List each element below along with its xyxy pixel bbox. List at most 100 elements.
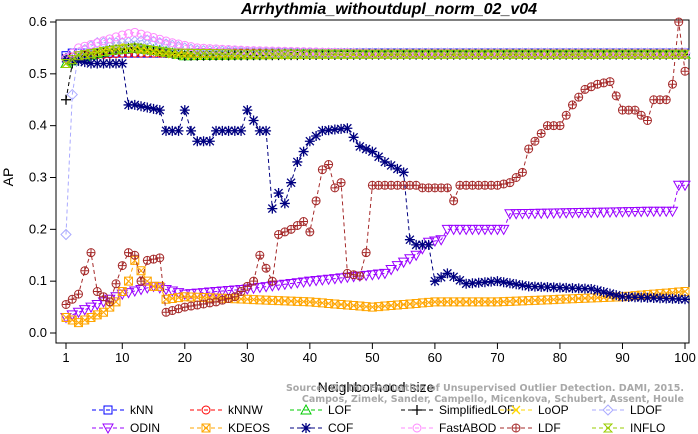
point-ldf-29 bbox=[236, 287, 246, 297]
point-ldf-28 bbox=[230, 292, 239, 301]
point-cof-36 bbox=[279, 198, 290, 209]
point-cof-45 bbox=[336, 123, 347, 134]
legend-marker-loop bbox=[511, 405, 521, 415]
point-odin-89 bbox=[610, 207, 623, 218]
point-ldf-85 bbox=[586, 82, 596, 92]
point-inflo-23 bbox=[198, 49, 209, 59]
point-cof-6 bbox=[92, 58, 103, 69]
watermark-line-2: Campos, Zimek, Sander, Campello, Micenko… bbox=[302, 394, 684, 405]
point-fastabod-64 bbox=[455, 48, 465, 58]
point-ldf-49 bbox=[361, 248, 371, 258]
legend-marker-ldf bbox=[512, 424, 520, 432]
point-ldf-42 bbox=[317, 165, 327, 175]
legend-marker-knnw bbox=[201, 405, 211, 415]
point-cof-86 bbox=[592, 285, 603, 296]
point-ldf-39 bbox=[299, 217, 308, 226]
point-inflo-50 bbox=[367, 49, 378, 59]
point-fastabod-8 bbox=[105, 34, 115, 44]
point-odin-63 bbox=[447, 224, 460, 236]
point-odin-37 bbox=[285, 278, 297, 290]
point-cof-57 bbox=[411, 239, 422, 250]
point-ldf-100 bbox=[681, 67, 689, 76]
point-fastabod-34 bbox=[267, 46, 277, 56]
point-ldf-76 bbox=[530, 137, 539, 146]
point-odin-74 bbox=[516, 209, 529, 220]
point-ldf-98 bbox=[668, 80, 677, 89]
legend-label-loop: LoOP bbox=[538, 403, 569, 417]
point-inflo-17 bbox=[160, 47, 172, 57]
point-inflo-65 bbox=[460, 49, 472, 59]
point-odin-50 bbox=[366, 270, 379, 281]
point-fastabod-99 bbox=[674, 48, 684, 58]
point-ldf-89 bbox=[612, 91, 621, 100]
point-odin-4 bbox=[78, 305, 91, 316]
point-cof-3 bbox=[73, 55, 84, 66]
point-ldf-22 bbox=[192, 300, 202, 310]
point-inflo-89 bbox=[611, 49, 622, 59]
x-tick-label-20: 20 bbox=[178, 350, 192, 365]
point-fastabod-16 bbox=[155, 34, 165, 44]
x-tick-label-30: 30 bbox=[240, 350, 254, 365]
point-inflo-87 bbox=[598, 49, 609, 59]
point-ldf-8 bbox=[105, 297, 114, 306]
legend-marker-ldf bbox=[511, 423, 521, 433]
point-ldf-11 bbox=[124, 248, 134, 258]
y-tick-label-0.5: 0.5 bbox=[29, 66, 47, 81]
point-fastabod-48 bbox=[355, 48, 365, 58]
point-cof-24 bbox=[204, 136, 215, 147]
point-cof-8 bbox=[104, 58, 115, 69]
point-inflo-49 bbox=[360, 49, 372, 59]
point-ldf-1 bbox=[62, 300, 70, 309]
point-inflo-58 bbox=[417, 49, 428, 59]
point-inflo-39 bbox=[298, 49, 309, 59]
point-cof-47 bbox=[348, 132, 359, 143]
point-cof-92 bbox=[629, 292, 640, 303]
legend-label-simplifiedlof: SimplifiedLOF bbox=[439, 403, 514, 417]
point-inflo-56 bbox=[404, 49, 416, 59]
point-inflo-73 bbox=[510, 49, 522, 59]
series-line-ldf bbox=[65, 21, 686, 313]
point-cof-84 bbox=[579, 283, 590, 294]
point-inflo-96 bbox=[654, 49, 666, 59]
point-cof-33 bbox=[261, 125, 272, 136]
legend-marker-simplifiedlof bbox=[412, 405, 422, 415]
point-inflo-47 bbox=[348, 49, 359, 59]
point-ldf-7 bbox=[99, 292, 108, 301]
point-cof-55 bbox=[398, 167, 409, 178]
y-tick-label-0: 0.0 bbox=[29, 325, 47, 340]
y-tick-label-0.1: 0.1 bbox=[29, 273, 47, 288]
point-odin-93 bbox=[635, 206, 648, 218]
point-cof-5 bbox=[86, 58, 97, 69]
point-kdeos-11 bbox=[124, 276, 134, 286]
point-ldf-74 bbox=[518, 168, 527, 177]
legend-marker-kdeos bbox=[201, 423, 211, 433]
point-inflo-52 bbox=[379, 49, 391, 59]
point-ldf-23 bbox=[199, 299, 209, 309]
point-fastabod-88 bbox=[605, 48, 615, 58]
point-inflo-28 bbox=[229, 49, 241, 59]
point-inflo-32 bbox=[254, 49, 266, 59]
point-inflo-74 bbox=[517, 49, 528, 59]
point-cof-44 bbox=[329, 124, 340, 135]
point-odin-36 bbox=[278, 279, 291, 291]
legend-item-ldf: LDF bbox=[500, 421, 561, 434]
point-ldf-80 bbox=[555, 121, 564, 130]
point-cof-82 bbox=[567, 283, 578, 294]
point-cof-58 bbox=[417, 239, 428, 250]
point-cof-75 bbox=[523, 281, 534, 292]
point-ldf-89 bbox=[611, 91, 621, 101]
series-line-inflo bbox=[65, 47, 685, 64]
point-ldf-80 bbox=[555, 121, 565, 131]
point-odin-64 bbox=[454, 224, 466, 236]
point-odin-52 bbox=[379, 268, 391, 280]
point-ldf-42 bbox=[318, 165, 327, 174]
series-line-kdeos bbox=[65, 259, 686, 324]
point-odin-33 bbox=[260, 282, 272, 293]
point-cof-43 bbox=[323, 125, 334, 136]
point-fastabod-57 bbox=[411, 48, 421, 58]
point-ldf-16 bbox=[155, 253, 164, 262]
point-ldf-10 bbox=[118, 261, 127, 270]
point-odin-100 bbox=[679, 180, 691, 192]
point-ldf-9 bbox=[112, 279, 121, 288]
